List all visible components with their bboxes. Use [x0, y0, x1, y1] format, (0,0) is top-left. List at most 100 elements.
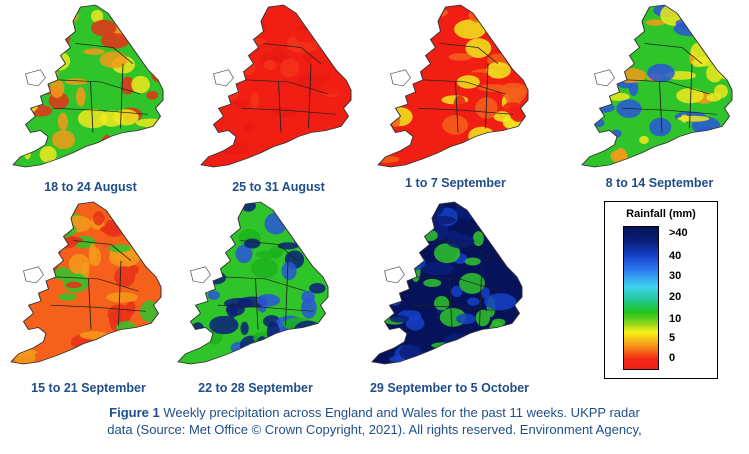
rainfall-patch [34, 247, 62, 256]
rainfall-map-4 [581, 4, 733, 168]
rainfall-patch [616, 41, 628, 51]
region-boundary [455, 81, 459, 133]
legend-tick-over40: >40 [669, 227, 688, 239]
rainfall-patch [333, 56, 351, 65]
rainfall-patch [235, 244, 253, 264]
rainfall-patch [417, 67, 440, 88]
rainfall-patch [378, 91, 393, 98]
rainfall-patch [133, 37, 162, 54]
map-panel-6: 22 to 28 September [168, 200, 343, 400]
rainfall-patch [215, 132, 233, 146]
rainfall-patch [11, 296, 19, 310]
rainfall-map-1 [12, 4, 164, 168]
rainfall-patch [131, 75, 150, 94]
region-boundary [659, 81, 663, 133]
rainfall-patch [684, 141, 709, 148]
rainfall-patch [488, 211, 500, 224]
rainfall-patch [422, 262, 454, 276]
map-panel-2: 25 to 31 August [191, 3, 366, 203]
rainfall-patch [45, 10, 68, 18]
map-panel-4: 8 to 14 September [572, 3, 747, 203]
rainfall-patch [429, 8, 448, 17]
rainfall-patch [54, 16, 70, 26]
rainfall-patch [628, 80, 639, 96]
rainfall-patch [233, 37, 266, 46]
rainfall-patch [442, 115, 468, 135]
rainfall-patch [235, 8, 246, 24]
rainfall-patch [13, 10, 36, 28]
rainfall-patch [323, 321, 328, 338]
region-boundary [626, 79, 710, 95]
legend-tick-30: 30 [669, 270, 682, 282]
rainfall-patch [467, 297, 480, 306]
rainfall-patch [11, 245, 32, 253]
rainfall-patch [325, 25, 351, 41]
rainfall-patch [472, 231, 484, 247]
map-label-5: 15 to 21 September [31, 381, 146, 395]
legend-color-bar [623, 226, 659, 370]
map-landmass [582, 5, 732, 167]
rainfall-patch [453, 95, 466, 115]
rainfall-patch [240, 321, 249, 335]
rainfall-patch [233, 99, 249, 107]
rainfall-patch [481, 150, 498, 167]
rainfall-patch [272, 107, 299, 118]
rainfall-patch [491, 318, 506, 327]
region-boundary [621, 107, 718, 115]
rainfall-patch [456, 313, 476, 325]
map-panel-3: 1 to 7 September [368, 3, 543, 203]
rainfall-patch [93, 211, 105, 226]
rainfall-patch [113, 206, 131, 220]
rainfall-patch [411, 17, 432, 39]
rainfall-patch [712, 35, 725, 53]
rainfall-patch [148, 147, 157, 163]
rainfall-patch [503, 13, 518, 26]
legend-tick-10: 10 [669, 313, 682, 325]
region-boundary [120, 63, 124, 129]
rainfall-patch [378, 97, 396, 115]
rainfall-patch [487, 134, 500, 157]
region-boundary [285, 260, 289, 326]
rainfall-patch [678, 5, 692, 17]
region-boundary [57, 79, 141, 95]
neighbouring-coastline [25, 69, 46, 87]
coastline [371, 201, 523, 365]
rainfall-patch [431, 342, 454, 349]
rainfall-patch [378, 25, 400, 40]
rainfall-patch [473, 351, 490, 364]
rainfall-map-5 [10, 201, 162, 365]
neighbouring-coastline [213, 69, 234, 87]
rainfall-patch [50, 78, 65, 99]
rainfall-patch [304, 5, 317, 15]
rainfall-patch [610, 44, 628, 66]
region-boundary [479, 260, 483, 326]
region-boundary [73, 240, 132, 261]
rainfall-patch [309, 282, 326, 294]
rainfall-patch [717, 63, 732, 80]
rainfall-patch [338, 47, 351, 65]
rainfall-patch [317, 21, 346, 28]
region-boundary [217, 304, 314, 312]
rainfall-patch [423, 278, 442, 288]
rainfall-patch [309, 147, 328, 155]
rainfall-patch [203, 255, 221, 264]
rainfall-patch [476, 153, 488, 167]
neighbouring-coastline [384, 266, 405, 284]
region-boundary [416, 276, 500, 292]
region-boundary [55, 276, 139, 292]
legend-tick-5: 5 [669, 332, 676, 344]
rainfall-patch [446, 234, 475, 249]
rainfall-patch [378, 155, 400, 163]
rainfall-patch [121, 76, 135, 95]
rainfall-patch [639, 135, 649, 145]
rainfall-patch [481, 287, 490, 300]
coastline [377, 4, 529, 168]
rainfall-patch [232, 24, 263, 34]
region-boundary [485, 63, 489, 129]
rainfall-patch [390, 114, 401, 128]
rainfall-patch [58, 293, 77, 301]
rainfall-patch [201, 114, 223, 131]
rainfall-patch [468, 8, 487, 23]
map-label-2: 25 to 31 August [232, 180, 325, 194]
region-boundary [263, 43, 322, 64]
